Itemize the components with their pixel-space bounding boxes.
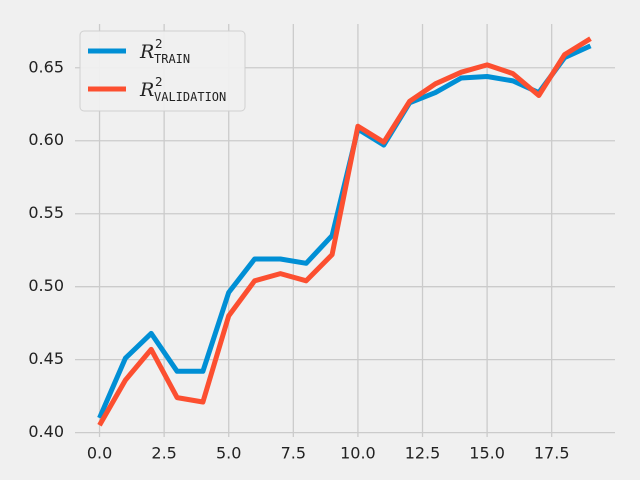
x-tick-label: 17.5: [534, 444, 570, 463]
legend-label: R: [139, 79, 154, 101]
x-tick-label: 5.0: [216, 444, 241, 463]
legend-label: R: [139, 41, 154, 63]
legend-label-base: R: [139, 79, 154, 101]
x-tick-label: 10.0: [340, 444, 376, 463]
legend-label-base: R: [139, 41, 154, 63]
x-axis-ticks: 0.0 2.5 5.0 7.5 10.0 12.5 15.0 17.5: [87, 444, 570, 463]
x-tick-label: 2.5: [151, 444, 176, 463]
series-line-validation: [97, 36, 592, 427]
series-lines: [97, 36, 592, 427]
y-tick-label: 0.50: [28, 276, 64, 295]
legend-label-sub: TRAIN: [154, 52, 190, 66]
y-tick-label: 0.60: [28, 130, 64, 149]
legend-label-sup: 2: [155, 75, 163, 89]
x-tick-label: 0.0: [87, 444, 112, 463]
x-tick-label: 12.5: [405, 444, 441, 463]
y-tick-label: 0.40: [28, 422, 64, 441]
legend-label-sub: VALIDATION: [154, 90, 226, 104]
x-tick-label: 15.0: [469, 444, 505, 463]
y-tick-label: 0.55: [28, 203, 64, 222]
x-tick-label: 7.5: [281, 444, 306, 463]
y-axis-ticks: 0.40 0.45 0.50 0.55 0.60 0.65: [28, 57, 64, 441]
y-tick-label: 0.45: [28, 349, 64, 368]
legend-label-sup: 2: [155, 37, 163, 51]
y-tick-label: 0.65: [28, 57, 64, 76]
